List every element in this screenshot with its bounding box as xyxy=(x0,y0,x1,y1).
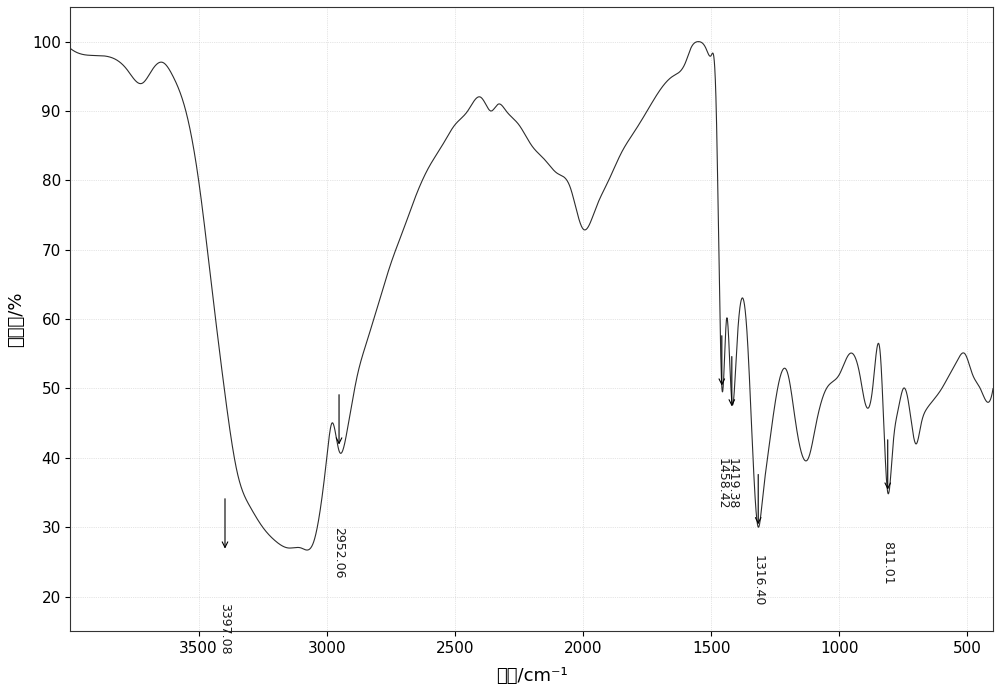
X-axis label: 波数/cm⁻¹: 波数/cm⁻¹ xyxy=(496,667,568,685)
Text: 2952.06: 2952.06 xyxy=(333,527,346,579)
Text: 811.01: 811.01 xyxy=(881,541,894,585)
Text: 1458.42: 1458.42 xyxy=(715,458,728,509)
Text: 1316.40: 1316.40 xyxy=(752,555,765,606)
Y-axis label: 透射率/%: 透射率/% xyxy=(7,291,25,347)
Text: 1419.38: 1419.38 xyxy=(725,458,738,509)
Text: 3397.08: 3397.08 xyxy=(218,603,231,655)
